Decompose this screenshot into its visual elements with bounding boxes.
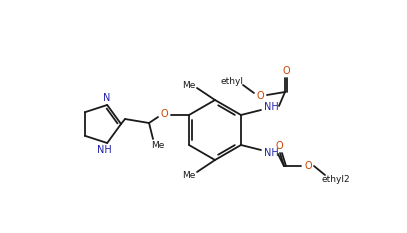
Text: N: N: [103, 93, 110, 103]
Text: O: O: [282, 66, 290, 76]
Text: Me: Me: [182, 171, 196, 179]
Text: O: O: [256, 91, 264, 101]
Text: O: O: [275, 141, 283, 151]
Text: ethyl2: ethyl2: [322, 175, 350, 184]
Text: Me: Me: [182, 82, 196, 90]
Text: ethyl: ethyl: [221, 76, 243, 86]
Text: O: O: [304, 161, 312, 171]
Text: NH: NH: [264, 148, 278, 158]
Text: NH: NH: [264, 102, 278, 112]
Text: Me: Me: [151, 141, 165, 151]
Text: O: O: [160, 109, 168, 119]
Text: NH: NH: [97, 145, 112, 155]
